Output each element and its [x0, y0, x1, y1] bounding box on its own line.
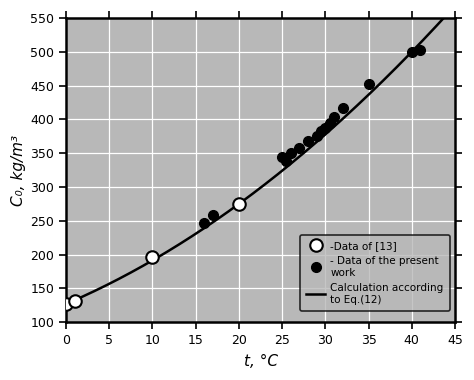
Legend: -Data of [13], - Data of the present
work, Calculation according
to Eq.(12): -Data of [13], - Data of the present wor…	[300, 235, 450, 311]
X-axis label: t, °C: t, °C	[244, 354, 277, 369]
Y-axis label: C₀, kg/m³: C₀, kg/m³	[11, 135, 26, 206]
